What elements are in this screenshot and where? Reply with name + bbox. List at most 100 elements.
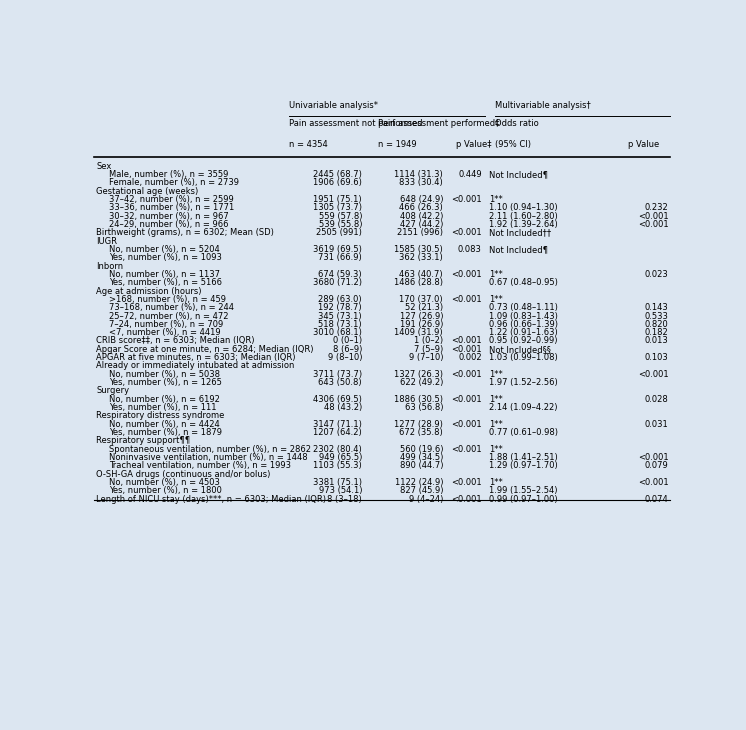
Text: 1114 (31.3): 1114 (31.3): [395, 170, 443, 179]
Text: 0.103: 0.103: [645, 353, 668, 362]
Text: Birthweight (grams), n = 6302; Mean (SD): Birthweight (grams), n = 6302; Mean (SD): [96, 228, 274, 237]
Text: 466 (26.3): 466 (26.3): [399, 204, 443, 212]
Text: 559 (57.8): 559 (57.8): [319, 212, 362, 220]
Text: 192 (78.7): 192 (78.7): [319, 303, 362, 312]
Text: 52 (21.3): 52 (21.3): [405, 303, 443, 312]
Text: 643 (50.8): 643 (50.8): [319, 378, 362, 387]
Text: 25–72, number (%), n = 472: 25–72, number (%), n = 472: [110, 312, 229, 320]
Text: 191 (26.9): 191 (26.9): [400, 320, 443, 328]
Text: Already or immediately intubated at admission: Already or immediately intubated at admi…: [96, 361, 295, 370]
Text: 1**: 1**: [489, 270, 503, 279]
Text: Not Included††: Not Included††: [489, 228, 551, 237]
Text: Odds ratio: Odds ratio: [495, 119, 539, 128]
Text: <0.001: <0.001: [451, 195, 482, 204]
Text: Not Included¶: Not Included¶: [489, 245, 548, 254]
Text: 1**: 1**: [489, 370, 503, 379]
Text: IUGR: IUGR: [96, 237, 117, 246]
Text: 1886 (30.5): 1886 (30.5): [394, 395, 443, 404]
Text: <0.001: <0.001: [451, 395, 482, 404]
Text: <0.001: <0.001: [451, 337, 482, 345]
Text: 0.73 (0.48–1.11): 0.73 (0.48–1.11): [489, 303, 558, 312]
Text: 0 (0–1): 0 (0–1): [333, 337, 362, 345]
Text: 827 (45.9): 827 (45.9): [400, 486, 443, 495]
Text: n = 1949: n = 1949: [377, 140, 416, 150]
Text: 1.09 (0.83–1.43): 1.09 (0.83–1.43): [489, 312, 558, 320]
Text: 1486 (28.8): 1486 (28.8): [394, 278, 443, 288]
Text: 1**: 1**: [489, 395, 503, 404]
Text: 9 (4–24): 9 (4–24): [409, 494, 443, 504]
Text: 0.079: 0.079: [645, 461, 668, 470]
Text: 2302 (80.4): 2302 (80.4): [313, 445, 362, 453]
Text: No, number (%), n = 5204: No, number (%), n = 5204: [110, 245, 220, 254]
Text: 0.533: 0.533: [645, 312, 668, 320]
Text: No, number (%), n = 4424: No, number (%), n = 4424: [110, 420, 220, 429]
Text: <0.001: <0.001: [638, 453, 668, 462]
Text: 362 (33.1): 362 (33.1): [399, 253, 443, 262]
Text: 9 (7–10): 9 (7–10): [409, 353, 443, 362]
Text: 0.99 (0.97–1.00): 0.99 (0.97–1.00): [489, 494, 558, 504]
Text: 1**: 1**: [489, 420, 503, 429]
Text: 0.031: 0.031: [645, 420, 668, 429]
Text: <0.001: <0.001: [451, 445, 482, 453]
Text: 1.22 (0.91–1.63): 1.22 (0.91–1.63): [489, 328, 558, 337]
Text: 560 (19.6): 560 (19.6): [400, 445, 443, 453]
Text: 4306 (69.5): 4306 (69.5): [313, 395, 362, 404]
Text: Length of NICU stay (days)***, n = 6303; Median (IQR): Length of NICU stay (days)***, n = 6303;…: [96, 494, 326, 504]
Text: 2.11 (1.60–2.80): 2.11 (1.60–2.80): [489, 212, 558, 220]
Text: 30–32, number (%), n = 967: 30–32, number (%), n = 967: [110, 212, 229, 220]
Text: No, number (%), n = 1137: No, number (%), n = 1137: [110, 270, 220, 279]
Text: Apgar Score at one minute, n = 6284; Median (IQR): Apgar Score at one minute, n = 6284; Med…: [96, 345, 313, 354]
Text: 0.143: 0.143: [645, 303, 668, 312]
Text: 3680 (71.2): 3680 (71.2): [313, 278, 362, 288]
Text: 622 (49.2): 622 (49.2): [400, 378, 443, 387]
Text: Female, number (%), n = 2739: Female, number (%), n = 2739: [110, 178, 239, 188]
Text: Not Included§§: Not Included§§: [489, 345, 551, 354]
Text: Yes, number (%), n = 5166: Yes, number (%), n = 5166: [110, 278, 222, 288]
Text: Sex: Sex: [96, 162, 111, 171]
Text: 1103 (55.3): 1103 (55.3): [313, 461, 362, 470]
Text: 1277 (28.9): 1277 (28.9): [394, 420, 443, 429]
Text: 63 (56.8): 63 (56.8): [404, 403, 443, 412]
Text: <0.001: <0.001: [638, 212, 668, 220]
Text: 48 (43.2): 48 (43.2): [324, 403, 362, 412]
Text: 37–42, number (%), n = 2599: 37–42, number (%), n = 2599: [110, 195, 234, 204]
Text: Respiratory support¶¶: Respiratory support¶¶: [96, 437, 190, 445]
Text: 2.14 (1.09–4.22): 2.14 (1.09–4.22): [489, 403, 558, 412]
Text: APGAR at five minutes, n = 6303; Median (IQR): APGAR at five minutes, n = 6303; Median …: [96, 353, 295, 362]
Text: 1.99 (1.55–2.54): 1.99 (1.55–2.54): [489, 486, 558, 495]
Text: 7–24, number (%), n = 709: 7–24, number (%), n = 709: [110, 320, 224, 328]
Text: 1122 (24.9): 1122 (24.9): [395, 478, 443, 487]
Text: 1.03 (0.99–1.08): 1.03 (0.99–1.08): [489, 353, 558, 362]
Text: 0.023: 0.023: [645, 270, 668, 279]
Text: Pain assessment performed‡: Pain assessment performed‡: [377, 119, 499, 128]
Text: Yes, number (%), n = 111: Yes, number (%), n = 111: [110, 403, 217, 412]
Text: Univariable analysis*: Univariable analysis*: [289, 101, 377, 110]
Text: 2151 (996): 2151 (996): [397, 228, 443, 237]
Text: 3381 (75.1): 3381 (75.1): [313, 478, 362, 487]
Text: <0.001: <0.001: [638, 370, 668, 379]
Text: (95% CI): (95% CI): [495, 140, 531, 150]
Text: 672 (35.8): 672 (35.8): [399, 428, 443, 437]
Text: 170 (37.0): 170 (37.0): [399, 295, 443, 304]
Text: Spontaneous ventilation, number (%), n = 2862: Spontaneous ventilation, number (%), n =…: [110, 445, 311, 453]
Text: Surgery: Surgery: [96, 386, 129, 396]
Text: 890 (44.7): 890 (44.7): [400, 461, 443, 470]
Text: 0.083: 0.083: [458, 245, 482, 254]
Text: 1207 (64.2): 1207 (64.2): [313, 428, 362, 437]
Text: 345 (73.1): 345 (73.1): [319, 312, 362, 320]
Text: Gestational age (weeks): Gestational age (weeks): [96, 187, 198, 196]
Text: 833 (30.4): 833 (30.4): [399, 178, 443, 188]
Text: <0.001: <0.001: [451, 370, 482, 379]
Text: >168, number (%), n = 459: >168, number (%), n = 459: [110, 295, 227, 304]
Text: Not Included¶: Not Included¶: [489, 170, 548, 179]
Text: No, number (%), n = 6192: No, number (%), n = 6192: [110, 395, 220, 404]
Text: 7 (5–9): 7 (5–9): [414, 345, 443, 354]
Text: 499 (34.5): 499 (34.5): [400, 453, 443, 462]
Text: 1.29 (0.97–1.70): 1.29 (0.97–1.70): [489, 461, 558, 470]
Text: 3147 (71.1): 3147 (71.1): [313, 420, 362, 429]
Text: <0.001: <0.001: [451, 270, 482, 279]
Text: Age at admission (hours): Age at admission (hours): [96, 287, 201, 296]
Text: 1**: 1**: [489, 195, 503, 204]
Text: 0.77 (0.61–0.98): 0.77 (0.61–0.98): [489, 428, 558, 437]
Text: 0.182: 0.182: [645, 328, 668, 337]
